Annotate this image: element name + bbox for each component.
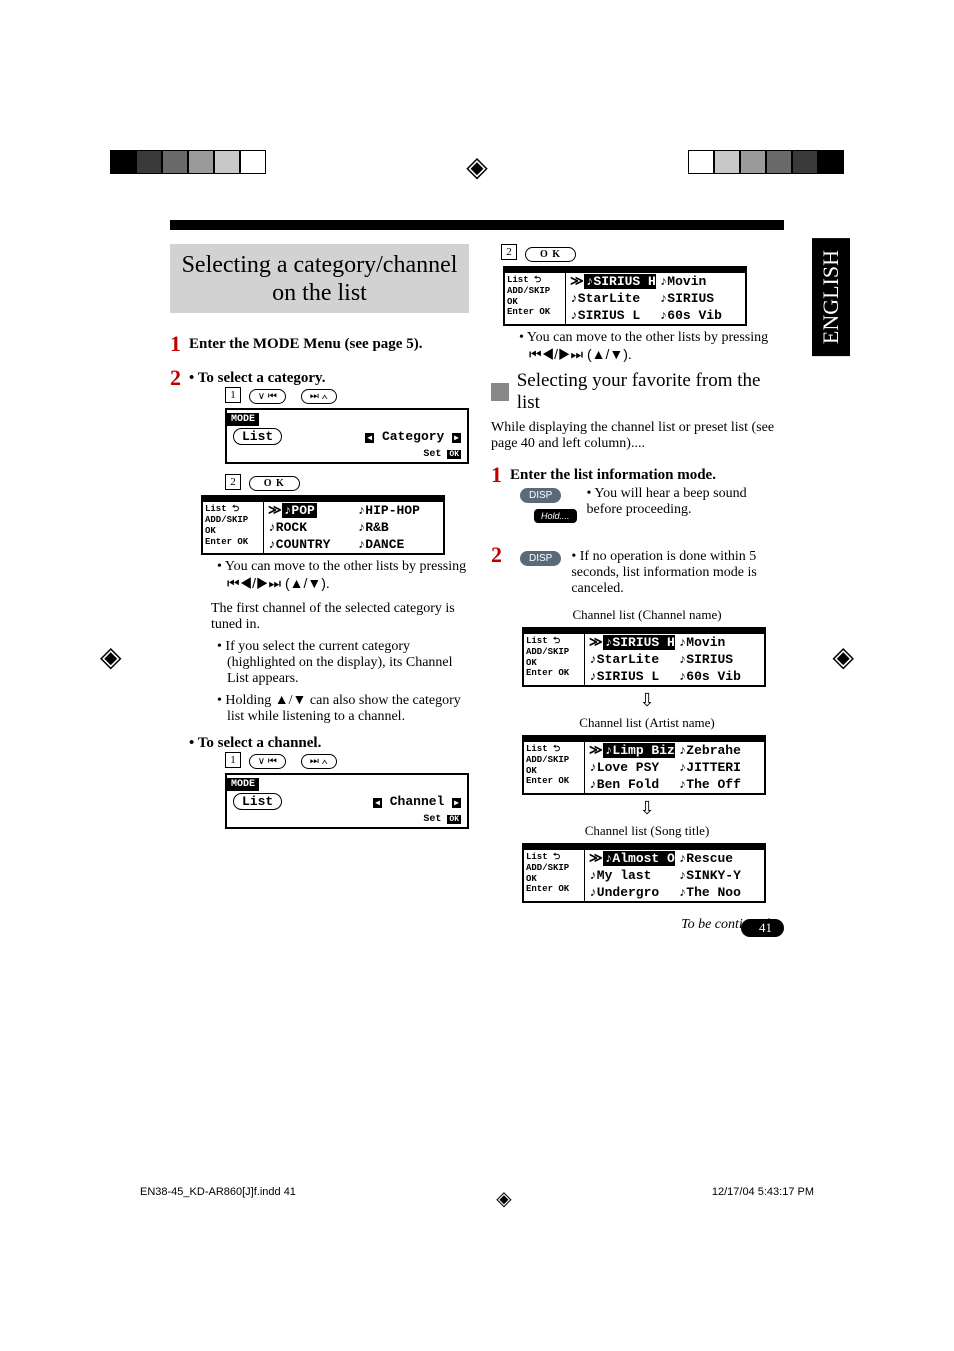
right-arrow-icon: ▶ [452, 798, 461, 808]
next-button-icon: ⏭ ∧ [301, 389, 337, 404]
registration-target-bottom: ◈ [496, 1186, 511, 1211]
substep-number: 2 [225, 474, 241, 490]
footer-timestamp: 12/17/04 5:43:17 PM [712, 1186, 814, 1211]
registration-target-right: ◈ [832, 640, 854, 674]
intro-paragraph: While displaying the channel list or pre… [491, 420, 784, 452]
step-text: Enter the list information mode. [510, 467, 784, 484]
down-arrow-icon: ⇩ [510, 691, 784, 709]
ok-button-icon: O K [249, 476, 300, 491]
list-caption: Channel list (Song title) [510, 823, 784, 839]
lcd-channel-name-list: List ⮌ADD/SKIP OKEnter OK ≫♪SIRIUS H♪Mov… [503, 266, 747, 326]
ok-tag-icon: OK [447, 815, 461, 824]
button-illustration: 1 ∨ ⏮ ⏭ ∧ [225, 752, 469, 769]
bullet-text: • If you select the current category (hi… [209, 639, 469, 687]
lcd-left-icons: List ⮌ADD/SKIP OKEnter OK [524, 634, 585, 685]
prev-button-icon: ∨ ⏮ [249, 389, 286, 404]
footer-filename: EN38-45_KD-AR860[J]f.indd 41 [140, 1186, 296, 1211]
lcd-category-list: List ⮌ADD/SKIP OKEnter OK ≫♪POP♪HIP-HOP♪… [201, 495, 445, 555]
down-arrow-icon: ⇩ [510, 799, 784, 817]
grayscale-ramp-right [688, 150, 844, 174]
lcd-category-label: Category [382, 429, 444, 444]
substep-heading: • To select a channel. [189, 735, 469, 752]
step-body: • To select a category. 1 ∨ ⏮ ⏭ ∧ MODE L… [189, 365, 469, 833]
lcd-list-pill: List [233, 428, 282, 445]
step-text: Enter the MODE Menu (see page 5). [189, 331, 422, 357]
subsection-title: Selecting your favorite from the list [517, 370, 784, 414]
ok-button-icon: O K [525, 247, 576, 262]
right-column: 2 O K List ⮌ADD/SKIP OKEnter OK ≫♪SIRIUS… [491, 244, 784, 933]
disp-illustration: DISP [520, 549, 561, 566]
left-column: Selecting a category/channel on the list… [170, 244, 469, 933]
list-caption: Channel list (Artist name) [510, 715, 784, 731]
printer-marks: ◈ [0, 150, 954, 190]
registration-target-left: ◈ [100, 640, 122, 674]
note-text: • You will hear a beep sound before proc… [587, 486, 784, 518]
lcd-left-icons: List ⮌ADD/SKIP OKEnter OK [524, 850, 585, 901]
lcd-list-pill: List [233, 793, 282, 810]
prev-button-icon: ∨ ⏮ [249, 754, 286, 769]
step-2: 2 • To select a category. 1 ∨ ⏮ ⏭ ∧ MODE… [170, 365, 469, 833]
lcd-song-list: List ⮌ADD/SKIP OKEnter OK ≫♪Almost O♪Res… [522, 843, 766, 903]
section-title: Selecting a category/channel on the list [170, 244, 469, 313]
lcd-channel-label: Channel [390, 794, 445, 809]
lcd-set-label: Set [423, 449, 441, 460]
lcd-left-icons: List ⮌ADD/SKIP OKEnter OK [524, 742, 585, 793]
lcd-left-icons: List ⮌ADD/SKIP OKEnter OK [203, 502, 264, 553]
substep-number: 1 [225, 752, 241, 768]
right-arrow-icon: ▶ [452, 433, 461, 443]
step-body: Enter the list information mode. DISP Ho… [510, 462, 784, 534]
note-text: • If no operation is done within 5 secon… [571, 549, 784, 597]
step-number: 2 [491, 542, 502, 907]
note-text: • You can move to the other lists by pre… [209, 559, 469, 593]
subsection-marker-icon [491, 383, 509, 401]
lcd-mode-category: MODE List ◀ Category ▶ Set OK [225, 408, 469, 464]
ok-button-row: 2 O K [501, 244, 784, 262]
header-rule [170, 220, 784, 230]
step-body: DISP • If no operation is done within 5 … [510, 542, 784, 907]
left-arrow-icon: ◀ [365, 433, 374, 443]
lcd-set-label: Set [423, 814, 441, 825]
footer: EN38-45_KD-AR860[J]f.indd 41 ◈ 12/17/04 … [140, 1186, 814, 1211]
page-content: ENGLISH Selecting a category/channel on … [170, 220, 784, 933]
disp-hold-illustration: DISP Hold.... [520, 486, 577, 524]
grayscale-ramp-left [110, 150, 266, 174]
language-tab: ENGLISH [812, 238, 850, 356]
step-number: 1 [491, 462, 502, 534]
step-number: 2 [170, 365, 181, 833]
bullet-text: • Holding ▲/▼ can also show the category… [209, 693, 469, 725]
lcd-mode-channel: MODE List ◀ Channel ▶ Set OK [225, 773, 469, 829]
substep-heading: • To select a category. [189, 370, 469, 387]
note-text: • You can move to the other lists by pre… [511, 330, 784, 364]
step-1: 1 Enter the MODE Menu (see page 5). [170, 331, 469, 357]
page-number-badge: 41 [741, 919, 784, 937]
page-number: 41 [741, 919, 784, 937]
right-step-1: 1 Enter the list information mode. DISP … [491, 462, 784, 534]
list-caption: Channel list (Channel name) [510, 607, 784, 623]
subsection-header: Selecting your favorite from the list [491, 370, 784, 414]
left-arrow-icon: ◀ [373, 798, 382, 808]
paragraph: The first channel of the selected catego… [211, 601, 469, 633]
lcd-mode-label: MODE [227, 413, 259, 426]
substep-number: 2 [501, 244, 517, 260]
substep-number: 1 [225, 387, 241, 403]
next-button-icon: ⏭ ∧ [301, 754, 337, 769]
step-number: 1 [170, 331, 181, 357]
button-illustration: 1 ∨ ⏮ ⏭ ∧ [225, 387, 469, 404]
disp-button-icon: DISP [520, 551, 561, 566]
lcd-mode-label: MODE [227, 778, 259, 791]
lcd-channel-name-list-2: List ⮌ADD/SKIP OKEnter OK ≫♪SIRIUS H♪Mov… [522, 627, 766, 687]
ok-tag-icon: OK [447, 450, 461, 459]
right-step-2: 2 DISP • If no operation is done within … [491, 542, 784, 907]
lcd-left-icons: List ⮌ADD/SKIP OKEnter OK [505, 273, 566, 324]
registration-target-top: ◈ [466, 150, 488, 184]
hold-label-icon: Hold.... [534, 509, 577, 523]
disp-button-icon: DISP [520, 488, 561, 503]
lcd-artist-list: List ⮌ADD/SKIP OKEnter OK ≫♪Limp Biz♪Zeb… [522, 735, 766, 795]
ok-button-row: 2 O K [225, 474, 469, 491]
